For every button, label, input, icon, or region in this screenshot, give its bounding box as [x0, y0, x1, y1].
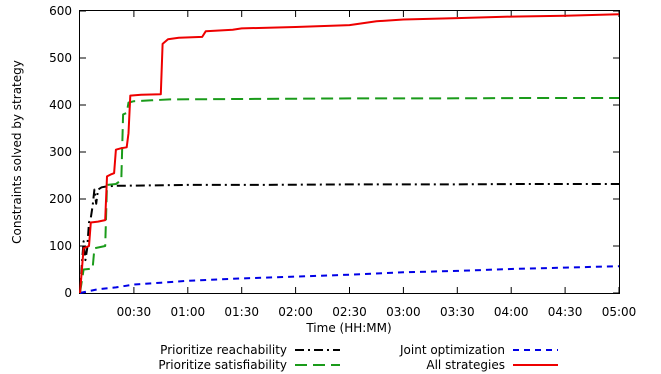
x-tick-label: 00:30	[117, 305, 152, 319]
y-axis-label: Constraints solved by strategy	[10, 60, 24, 244]
x-tick-label: 04:00	[494, 305, 529, 319]
x-tick-label: 04:30	[548, 305, 583, 319]
series-line-all-strategies	[79, 13, 620, 294]
x-tick-label: 05:00	[602, 305, 637, 319]
series-layer	[79, 13, 620, 294]
y-axis-ticks: 0 100 200 300 400 500 600	[49, 4, 619, 300]
x-tick-label: 01:30	[224, 305, 259, 319]
legend-label: Prioritize reachability	[160, 343, 287, 357]
series-line-joint-optimization	[79, 265, 620, 294]
y-tick-label: 400	[49, 98, 72, 112]
x-tick-label: 03:00	[386, 305, 421, 319]
y-tick-label: 200	[49, 192, 72, 206]
y-tick-label: 0	[64, 286, 72, 300]
y-tick-label: 500	[49, 51, 72, 65]
series-line-prioritize-reachability	[79, 183, 619, 294]
x-tick-label: 01:00	[171, 305, 206, 319]
y-tick-label: 300	[49, 145, 72, 159]
x-axis-label: Time (HH:MM)	[305, 321, 391, 335]
legend-label: Joint optimization	[399, 343, 505, 357]
y-tick-label: 600	[49, 4, 72, 18]
y-tick-label: 100	[49, 239, 72, 253]
x-tick-label: 03:30	[440, 305, 475, 319]
legend-label: Prioritize satisfiability	[158, 358, 287, 372]
x-tick-label: 02:30	[332, 305, 367, 319]
x-tick-label: 02:00	[278, 305, 313, 319]
plot-frame	[79, 10, 620, 294]
x-axis-ticks: 00:30 01:00 01:30 02:00 02:30 03:00 03:30 04:00…	[117, 11, 637, 319]
series-line-prioritize-satisfiability	[79, 97, 619, 294]
legend-label: All strategies	[426, 358, 505, 372]
